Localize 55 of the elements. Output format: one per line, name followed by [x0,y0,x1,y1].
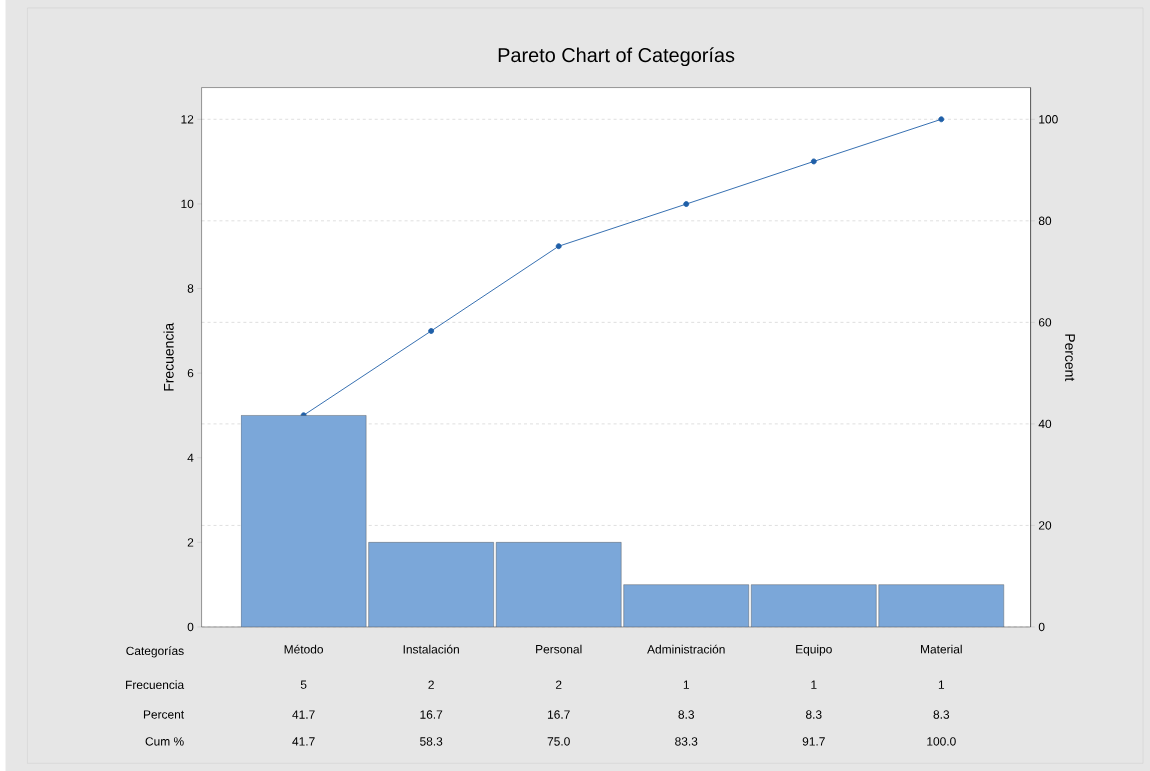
x-tick-label: Equipo [796,644,832,656]
x-tick-label: Administración [647,644,725,654]
y-tick-label: 12 [181,115,194,124]
bar [368,542,494,627]
y-tick-label: 6 [187,368,194,378]
data-label: 2 [555,680,562,689]
data-label: 1 [811,680,817,689]
point [428,327,435,334]
text: 41.7 [292,710,315,719]
y-tick-label: 0 [187,622,194,632]
y-tick-label: 4 [187,453,194,462]
bar [241,415,367,627]
bar [751,584,877,627]
data-label: 41.7 [292,737,315,746]
y-tick-label: 2 [187,538,194,547]
data-label: 1 [683,680,689,689]
data-label: 83.3 [675,737,698,746]
y2-tick-label: 40 [1038,419,1052,428]
x-tick-label: Método [284,644,324,654]
point [938,116,945,123]
data-label: 58.3 [420,737,443,746]
text: Percent [143,710,185,719]
x-axis-title: Categorías [126,646,184,658]
y2-axis-title: Percent [1065,334,1075,382]
data-label: 75.0 [547,737,570,746]
data-label: 91.7 [802,737,825,746]
point [555,243,562,250]
y2-tick-label: 60 [1038,318,1052,327]
y2-tick-label: 20 [1038,521,1052,530]
x-tick-label: Material [921,644,962,654]
y-axis-title: Frecuencia [163,322,174,391]
y-tick-label: 8 [187,284,194,293]
y2-tick-label: 100 [1039,114,1058,124]
data-label: 2 [428,680,434,689]
chart-title: Pareto Chart of Categorías [498,47,735,66]
text: 8.3 [678,710,695,719]
text: 8.3 [805,710,822,719]
text: 16.7 [420,710,443,719]
bar [878,584,1005,627]
bar [496,542,622,627]
text: Frecuencia [126,680,185,689]
y2-tick-label: 0 [1038,622,1045,632]
data-label: 100.0 [927,737,956,746]
text: Cum % [145,737,184,746]
y2-tick-label: 80 [1038,216,1052,225]
data-label: 1 [938,680,945,689]
data-label: 5 [300,680,307,689]
point [810,158,817,165]
text: 8.3 [933,710,950,719]
y-tick-label: 10 [181,199,194,208]
text: 16.7 [547,710,570,719]
bar [623,584,749,627]
x-tick-label: Personal [536,644,582,654]
x-tick-label: Instalación [403,644,459,654]
point [683,201,690,207]
